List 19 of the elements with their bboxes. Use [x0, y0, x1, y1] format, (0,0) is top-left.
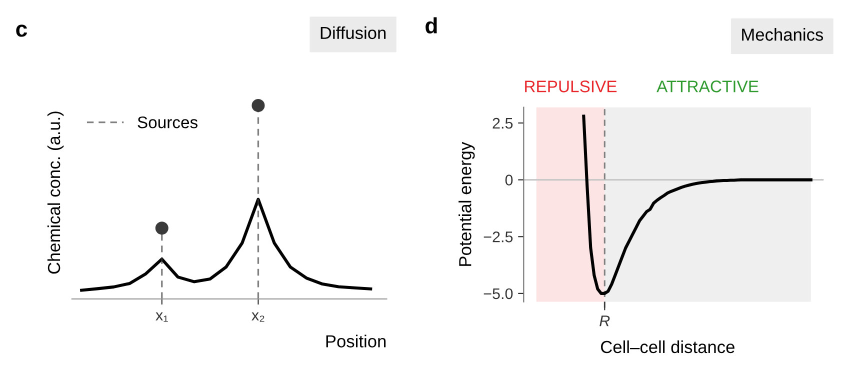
x-tick-label: x₂	[252, 312, 264, 322]
x-axis-title: Cell–cell distance	[600, 340, 734, 354]
x-tick-label: R	[600, 316, 610, 326]
y-axis-title: Chemical conc. (a.u.)	[47, 112, 64, 274]
y-axis-title: Potential energy	[458, 142, 475, 266]
x-axis-title: Position	[326, 334, 386, 348]
line-series	[582, 114, 812, 295]
text: d	[426, 17, 437, 34]
chart-title: Diffusion	[320, 26, 386, 40]
text: c	[16, 24, 28, 37]
y-tick-label: 0	[505, 174, 513, 186]
text: ATTRACTIVE	[656, 80, 758, 92]
y-tick-label: −5.0	[484, 288, 513, 300]
x-tick-label: x₁	[156, 312, 168, 322]
y-tick-label: −2.5	[484, 231, 513, 242]
chart-title: Mechanics	[742, 28, 824, 41]
text: REPULSIVE	[525, 80, 617, 92]
legend-label: Sources	[138, 116, 198, 128]
y-tick-label: 2.5	[492, 118, 513, 129]
